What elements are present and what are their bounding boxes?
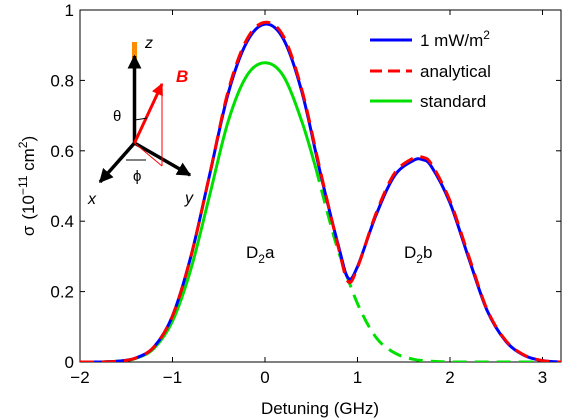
y-tick-label: 1 (65, 1, 74, 20)
y-axis-label: σ (10−11 cm2) (16, 136, 38, 236)
y-tick-label: 0.8 (50, 71, 74, 90)
ticks: −2 −1 0 1 2 3 0 0.2 0.4 0.6 0.8 1 (50, 1, 561, 387)
x-tick-label: 3 (538, 368, 547, 387)
b-label: B (176, 67, 188, 86)
theta-label: θ (113, 108, 121, 125)
annotation-d2b: D2b (404, 243, 432, 266)
x-tick-label: −1 (163, 368, 182, 387)
y-tick-label: 0.6 (50, 142, 74, 161)
y-tick-label: 0.4 (50, 212, 74, 231)
y-axis-symbol: σ (19, 225, 38, 236)
y-axis-unit-close: ) (19, 136, 38, 142)
legend: 1 mW/m2 analytical standard (370, 28, 491, 111)
y-axis-unit-exp: −11 (16, 175, 30, 195)
series-line-green-dashed (314, 168, 561, 362)
x-axis-label: Detuning (GHz) (261, 399, 379, 418)
y-label: y (184, 190, 194, 207)
z-label: z (144, 35, 153, 52)
y-tick-label: 0 (65, 353, 74, 372)
series-line-red (80, 20, 561, 362)
y-axis-unit-open: (10 (19, 195, 38, 220)
annotation-d2a: D2a (246, 243, 275, 266)
y-axis-unit-cm: cm (19, 148, 38, 175)
y-tick-label: 0.2 (50, 283, 74, 302)
b-vector-arrow (133, 82, 164, 144)
x-tick-label: 0 (260, 368, 269, 387)
x-tick-label: −2 (70, 368, 89, 387)
x-tick-label: 1 (353, 368, 362, 387)
coordinate-inset: z B θ ϕ x y (87, 35, 194, 208)
y-axis-unit-exp2: 2 (16, 141, 30, 148)
z-bar-icon (132, 42, 137, 62)
x-label: x (87, 191, 97, 208)
x-axis-arrow (98, 141, 136, 184)
legend-label-green: standard (420, 92, 486, 111)
legend-label-red: analytical (420, 62, 491, 81)
legend-label-blue: 1 mW/m2 (420, 28, 490, 50)
b-projection-horizontal (134, 142, 163, 167)
series-group (80, 20, 561, 362)
phi-label: ϕ (133, 168, 141, 185)
plot-frame (79, 9, 562, 363)
theta-arc (134, 117, 148, 121)
x-tick-label: 2 (445, 368, 454, 387)
